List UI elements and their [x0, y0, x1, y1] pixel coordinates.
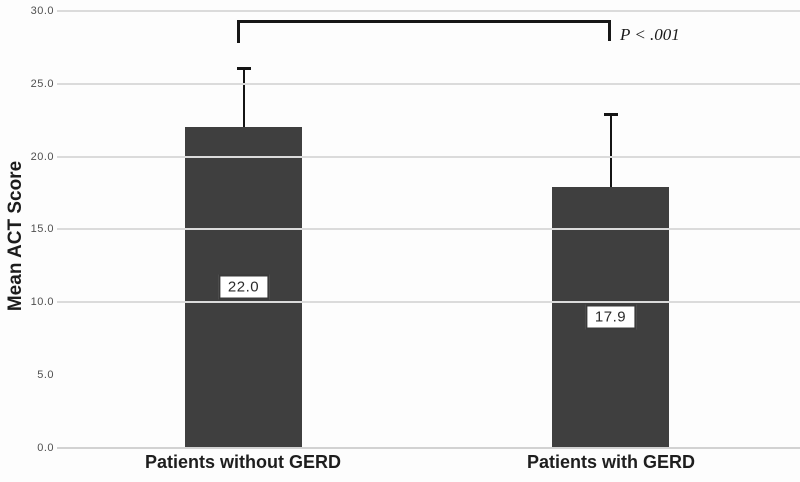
significance-bracket-horizontal: [237, 20, 611, 23]
p-value-label: P < .001: [620, 25, 680, 44]
y-tick-label-25.0: 25.0: [30, 77, 54, 90]
gridline-y10: [57, 301, 800, 303]
y-tick-label-15.0: 15.0: [30, 223, 54, 236]
significance-bracket-left-tick: [237, 20, 240, 43]
gridline-y25: [57, 82, 800, 85]
significance-bracket-right-tick: [608, 20, 611, 41]
y-tick-label-30.0: 30.0: [30, 5, 54, 17]
gridline-y30: [57, 10, 800, 12]
y-tick-label-5.0: 5.0: [37, 368, 54, 381]
y-tick-label-0.0: 0.0: [37, 441, 54, 454]
error-bar-line-0: [242, 67, 245, 186]
x-category-label-without-gerd: Patients without GERD: [144, 452, 342, 472]
bar-value-label-without-gerd: 22.0: [217, 274, 270, 300]
bar-value-label-with-gerd: 17.9: [584, 304, 637, 330]
gridline-y20: [57, 155, 800, 158]
y-tick-label-20.0: 20.0: [30, 150, 54, 163]
gridline-y15: [57, 228, 800, 231]
y-axis-title-text: Mean ACT Score: [5, 160, 26, 312]
x-axis-baseline: [57, 446, 800, 449]
y-tick-label-10.0: 10.0: [30, 296, 54, 308]
error-bar-line-1: [609, 114, 612, 256]
x-category-label-with-gerd: Patients with GERD: [526, 452, 696, 472]
